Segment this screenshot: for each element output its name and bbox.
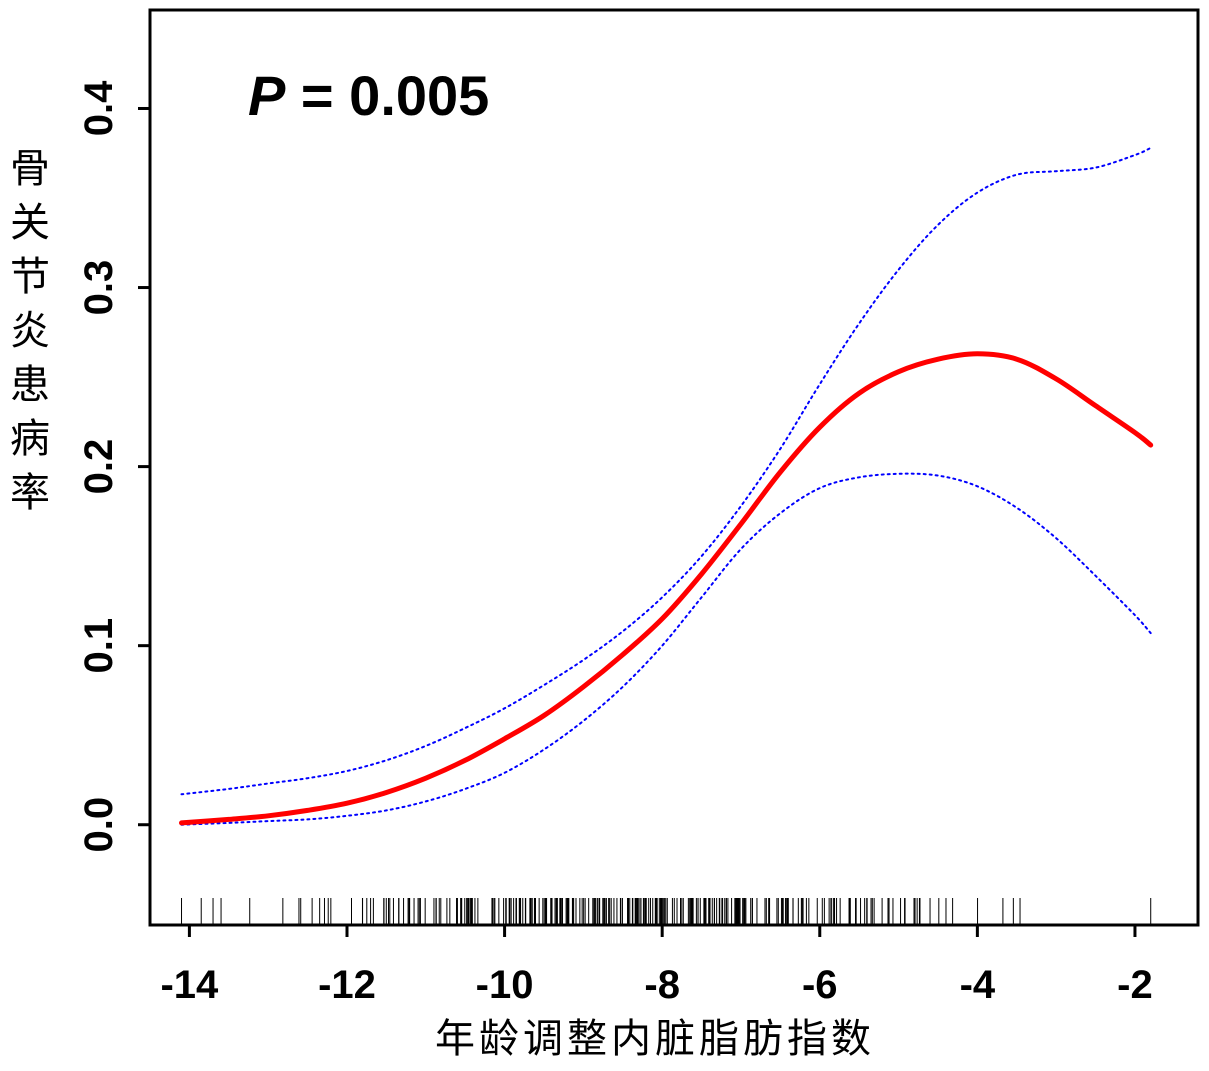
y-axis: 0.0 0.1 0.2 0.3 0.4 [77,80,150,853]
y-tick-label: 0.0 [77,797,121,853]
p-value-annotation: P = 0.005 [248,64,489,127]
y-axis-title: 骨关节炎患病率 [10,146,50,516]
x-tick-label: -4 [960,963,996,1007]
x-tick-label: -10 [476,963,534,1007]
series-group [179,146,1154,826]
x-tick-label: -8 [644,963,680,1007]
x-tick-label: -12 [318,963,376,1007]
y-tick-label: 0.2 [77,439,121,495]
x-tick-label: -6 [802,963,838,1007]
p-value-rest: = 0.005 [285,64,489,127]
estimate-line [179,351,1154,826]
y-tick-label: 0.3 [77,260,121,316]
x-tick-label: -14 [160,963,219,1007]
x-axis-title: 年龄调整内脏脂肪指数 [435,1016,875,1062]
x-axis: -14 -12 -10 -8 -6 -4 -2 [160,925,1153,1007]
plot-frame [148,8,1200,927]
x-tick-label: -2 [1117,963,1153,1007]
y-tick-label: 0.4 [77,80,121,136]
y-tick-label: 0.1 [77,618,121,674]
rug-marks [181,898,1152,925]
p-value-italic: P [248,64,286,127]
lower-ci-line [180,472,1152,826]
upper-ci-line [180,146,1152,796]
